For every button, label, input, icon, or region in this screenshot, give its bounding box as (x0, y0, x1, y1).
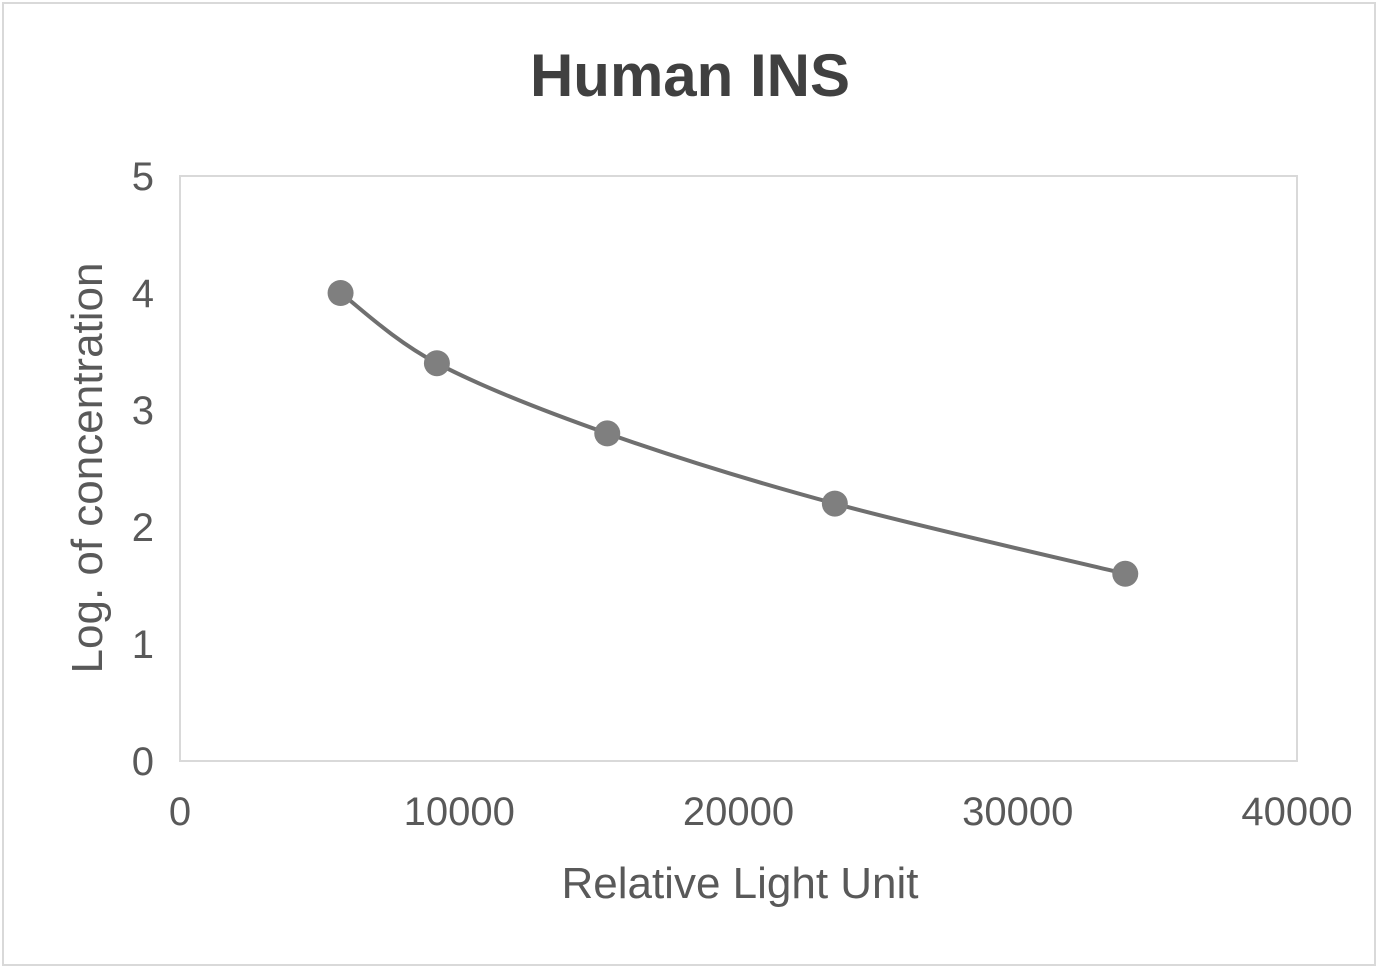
data-point (327, 280, 354, 306)
y-tick-label: 0 (132, 740, 154, 784)
y-tick-label: 1 (132, 623, 154, 667)
y-tick-label: 3 (132, 389, 154, 433)
x-tick-label: 30000 (962, 790, 1073, 834)
x-tick-label: 10000 (404, 790, 515, 834)
y-tick-label: 4 (132, 272, 154, 316)
x-tick-label: 20000 (683, 790, 794, 834)
y-tick-labels: 0 1 2 3 4 5 (132, 155, 154, 784)
series-line (339, 291, 1126, 576)
y-axis-label: Log. of concentration (63, 263, 112, 674)
x-tick-label: 40000 (1241, 790, 1352, 834)
x-tick-label: 0 (169, 790, 191, 834)
data-point (594, 420, 621, 447)
y-tick-label: 5 (132, 155, 154, 199)
data-point (821, 490, 848, 517)
y-tick-label: 2 (132, 506, 154, 550)
x-tick-labels: 0 10000 20000 30000 40000 (169, 790, 1353, 834)
data-points (327, 280, 1139, 587)
data-point (423, 350, 450, 377)
plot-area (179, 175, 1298, 762)
chart-title: Human INS (530, 42, 850, 109)
x-axis-label: Relative Light Unit (561, 859, 918, 908)
data-point (1112, 560, 1139, 587)
